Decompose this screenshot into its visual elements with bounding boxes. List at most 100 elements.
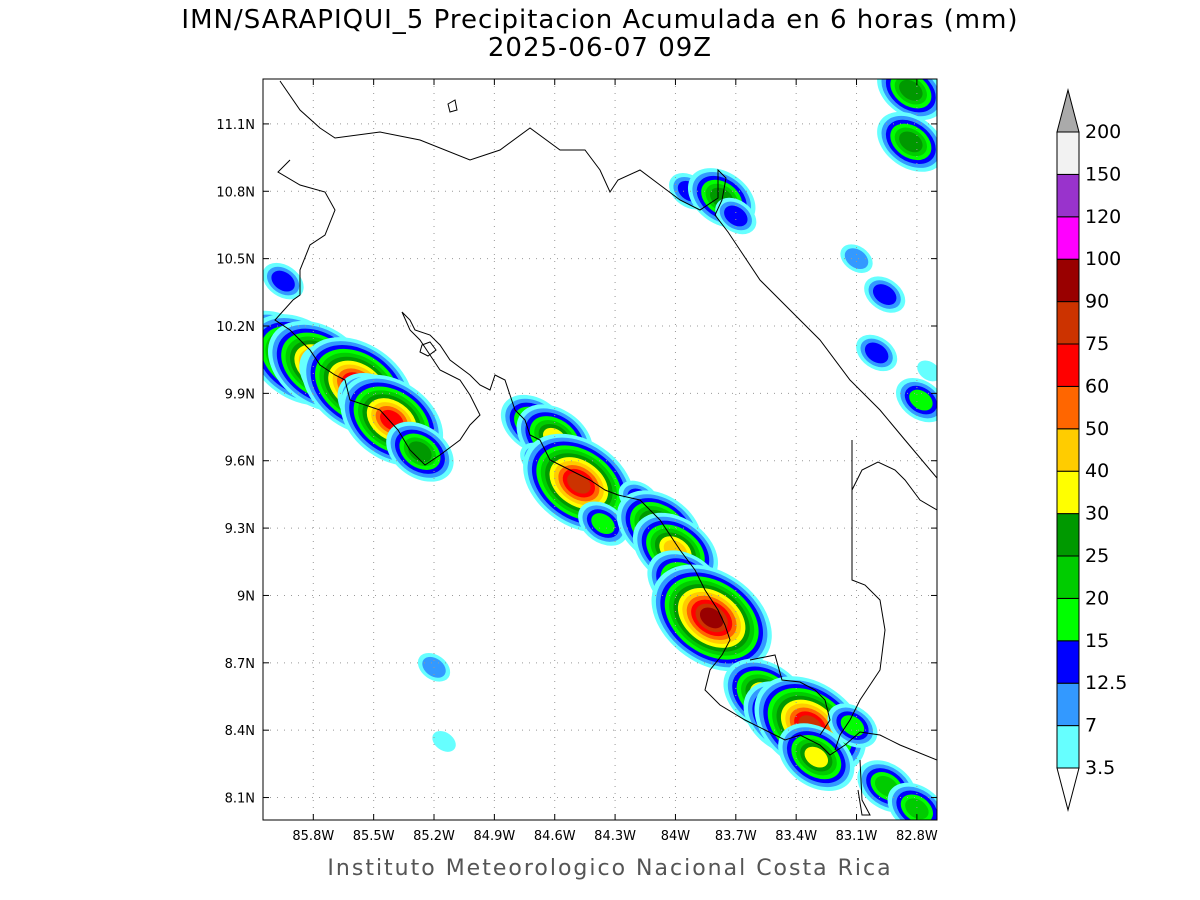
- lat-tick-label: 10.5N: [216, 253, 255, 268]
- colorbar-swatch: [1056, 555, 1080, 599]
- colorbar-swatch: [1056, 640, 1080, 684]
- lon-tick-label: 84.9W: [473, 829, 515, 844]
- lon-tick-label: 84.3W: [594, 829, 636, 844]
- colorbar-label: 15: [1085, 630, 1109, 652]
- precip-contour: [872, 284, 897, 305]
- precip-contour: [844, 248, 869, 270]
- colorbar-label: 7: [1085, 715, 1097, 737]
- colorbar-label: 40: [1085, 460, 1109, 482]
- precip-contour: [917, 360, 937, 382]
- precip-cell: [651, 564, 772, 672]
- precip-contour: [567, 472, 591, 494]
- colorbar-swatch: [1056, 131, 1080, 175]
- precip-cell: [917, 360, 937, 382]
- coastline-and-borders: [274, 80, 937, 816]
- lat-tick-label: 8.7N: [225, 657, 255, 672]
- lon-tick-label: 85.2W: [413, 829, 455, 844]
- precipitation-layer: [263, 79, 937, 820]
- precip-contour: [724, 205, 748, 227]
- precip-contour: [899, 131, 923, 153]
- colorbar: 3.5 7 12.5 15 20 25 30 40 50 60 75 90 100 120 150 200: [1056, 88, 1127, 812]
- map-subtitle-date: 2025-06-07 09Z: [487, 33, 713, 63]
- lon-tick-label: 83.1W: [836, 829, 878, 844]
- lat-tick-label: 9.3N: [225, 522, 255, 537]
- osa-peninsula: [749, 654, 831, 736]
- map-title: IMN/SARAPIQUI_5 Precipitacion Acumulada …: [181, 5, 1019, 35]
- lon-tick-label: 83.7W: [715, 829, 757, 844]
- colorbar-swatch: [1056, 470, 1080, 515]
- precip-contour: [909, 389, 933, 411]
- footer-credit: Instituto Meteorologico Nacional Costa R…: [327, 856, 893, 881]
- lon-tick-label: 84.6W: [534, 829, 576, 844]
- precip-contour: [864, 342, 889, 364]
- precip-cell: [715, 197, 757, 235]
- colorbar-label: 100: [1085, 248, 1121, 270]
- colorbar-label: 50: [1085, 418, 1109, 440]
- precip-cell: [340, 374, 444, 466]
- precip-contour: [271, 270, 295, 292]
- panama-border: [834, 440, 886, 751]
- colorbar-label: 12.5: [1085, 672, 1127, 694]
- precip-cell: [877, 111, 937, 172]
- colorbar-label: 90: [1085, 291, 1109, 313]
- colorbar-swatch: [1056, 725, 1080, 769]
- colorbar-swatch: [1056, 343, 1080, 387]
- precip-cell: [827, 703, 878, 748]
- colorbar-over-arrow: [1056, 88, 1080, 133]
- precip-contour: [899, 79, 923, 101]
- precip-contour: [591, 513, 615, 535]
- colorbar-swatch: [1056, 428, 1080, 472]
- precip-contour: [804, 746, 829, 768]
- lon-tick-label: 83.4W: [775, 829, 817, 844]
- lat-tick-label: 10.2N: [216, 320, 255, 335]
- colorbar-label: 150: [1085, 163, 1121, 185]
- precip-contour: [699, 607, 724, 629]
- colorbar-label: 25: [1085, 545, 1109, 567]
- island-chira: [419, 341, 437, 357]
- lon-tick-label: 82.8W: [896, 829, 938, 844]
- precip-cell: [840, 244, 873, 273]
- precip-contour: [408, 441, 432, 463]
- lat-tick-label: 9.9N: [225, 387, 255, 402]
- island-lake: [447, 99, 458, 113]
- coastline-pacific: [274, 159, 937, 761]
- lat-tick-label: 9N: [237, 589, 255, 604]
- precip-cell: [386, 421, 454, 482]
- bocas-coast: [851, 461, 937, 511]
- lon-tick-label: 84W: [661, 829, 691, 844]
- lat-tick-label: 8.1N: [225, 792, 255, 807]
- colorbar-label: 60: [1085, 375, 1109, 397]
- colorbar-swatch: [1056, 682, 1080, 727]
- coastline-north: [279, 80, 937, 479]
- precip-cell: [578, 501, 628, 546]
- precip-cell: [778, 723, 855, 791]
- precip-contour: [840, 715, 865, 737]
- colorbar-swatch: [1056, 301, 1080, 345]
- precip-cell: [895, 377, 937, 423]
- axis-ticks: 85.8W 85.5W 85.2W 84.9W 84.6W 84.3W 84W 83.7W 83…: [216, 79, 938, 844]
- colorbar-label: 120: [1085, 206, 1121, 228]
- lat-tick-label: 11.1N: [216, 118, 255, 133]
- colorbar-label: 3.5: [1085, 757, 1115, 779]
- precip-cell: [864, 276, 906, 313]
- colorbar-swatch: [1056, 258, 1080, 303]
- precip-cell: [887, 782, 937, 820]
- precip-cell: [856, 334, 898, 372]
- map-frame: [262, 78, 938, 821]
- lat-tick-label: 9.6N: [225, 455, 255, 470]
- lon-tick-label: 85.8W: [292, 829, 334, 844]
- colorbar-label: 75: [1085, 333, 1109, 355]
- colorbar-swatch: [1056, 385, 1080, 430]
- precip-contour: [432, 730, 456, 752]
- burica-peninsula: [857, 759, 871, 816]
- colorbar-swatch: [1056, 513, 1080, 557]
- grid-lines: [263, 79, 937, 820]
- lat-tick-label: 10.8N: [216, 185, 255, 200]
- lon-tick-label: 85.5W: [353, 829, 395, 844]
- colorbar-label: 200: [1085, 121, 1121, 143]
- precip-contour: [905, 798, 929, 820]
- colorbar-label: 30: [1085, 503, 1109, 525]
- colorbar-swatch: [1056, 216, 1080, 260]
- precip-cell: [263, 262, 304, 300]
